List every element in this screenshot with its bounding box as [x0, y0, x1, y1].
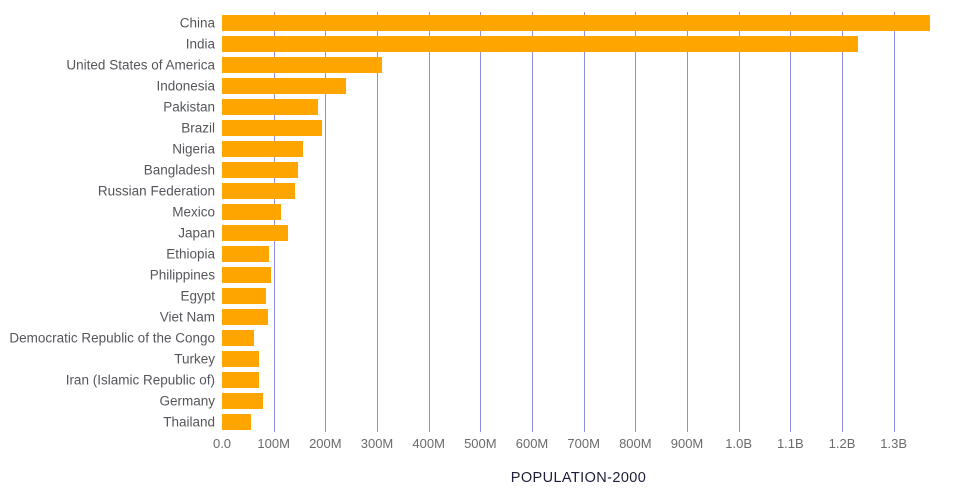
gridline: [790, 12, 792, 432]
gridline: [687, 12, 688, 432]
y-axis-label: United States of America: [66, 57, 215, 72]
y-axis-labels: China India United States of America Indone…: [0, 12, 222, 432]
gridline: [738, 12, 740, 432]
y-axis-label: Ethiopia: [166, 246, 215, 261]
bar-row: [222, 138, 935, 159]
gridline: [480, 12, 482, 432]
x-tick-label: 1.3B: [880, 436, 908, 451]
y-axis-label: Nigeria: [172, 141, 215, 156]
bar-row: [222, 327, 935, 348]
gridline: [273, 12, 275, 432]
bar: [222, 119, 322, 136]
gridline: [893, 12, 895, 432]
gridline: [325, 12, 327, 432]
x-tick-label: 300M: [360, 436, 394, 451]
y-axis-label: Iran (Islamic Republic of): [65, 372, 215, 387]
bar-row: [222, 75, 935, 96]
x-tick-label: 700M: [567, 436, 600, 451]
x-axis-title: POPULATION-2000: [510, 470, 647, 486]
bar-row: [222, 306, 935, 327]
bar-row: [222, 33, 935, 54]
bar: [222, 413, 251, 430]
bar-row: [222, 54, 935, 75]
x-axis: 0.0 100M 200M 300M 400M 500M 600M 700M 800M 900M 1…: [213, 436, 935, 454]
bar-row: [222, 201, 935, 222]
x-tick-label: 900M: [670, 436, 704, 451]
y-axis-label: Russian Federation: [97, 183, 215, 198]
bar-row: [222, 12, 935, 33]
bar: [222, 161, 298, 178]
gridline: [377, 12, 378, 432]
y-axis-label: Indonesia: [156, 78, 215, 93]
x-tick-label: 200M: [309, 436, 342, 451]
gridline: [842, 12, 843, 432]
x-tick-label: 400M: [412, 436, 445, 451]
bar: [222, 350, 259, 367]
x-tick-label: 500M: [464, 436, 497, 451]
bar: [222, 140, 303, 157]
y-axis-label: China: [179, 15, 215, 30]
bar-row: [222, 96, 935, 117]
gridline: [428, 12, 430, 432]
y-axis-label: Germany: [159, 393, 215, 408]
x-tick-label: 1.2B: [828, 436, 856, 451]
bars: [222, 12, 935, 432]
bar: [222, 77, 346, 94]
y-axis-label: Pakistan: [163, 99, 215, 114]
bar: [222, 98, 318, 115]
bar: [222, 35, 858, 52]
bar-row: [222, 390, 935, 411]
bar: [222, 224, 288, 241]
plot-area: [222, 12, 935, 432]
bar: [222, 329, 255, 346]
y-axis-label: Egypt: [180, 288, 215, 303]
x-tick-label: 800M: [619, 436, 652, 451]
bar: [222, 56, 383, 73]
bar: [222, 203, 281, 220]
x-tick-label: 100M: [257, 436, 290, 451]
gridline: [532, 12, 533, 432]
bar-row: [222, 243, 935, 264]
gridline: [583, 12, 585, 432]
bar-row: [222, 264, 935, 285]
y-axis-label: Viet Nam: [159, 309, 215, 324]
bar: [222, 371, 259, 388]
bar-row: [222, 159, 935, 180]
y-axis-label: Democratic Republic of the Congo: [9, 330, 215, 345]
bar: [222, 266, 272, 283]
gridline: [635, 12, 637, 432]
y-axis-label: Bangladesh: [143, 162, 215, 177]
bar: [222, 14, 930, 31]
x-tick-label: 0.0: [212, 436, 232, 451]
bar-row: [222, 411, 935, 432]
bar: [222, 182, 295, 199]
y-axis-label: India: [185, 36, 215, 51]
bar: [222, 392, 263, 409]
bar-row: [222, 285, 935, 306]
bar-row: [222, 180, 935, 201]
bar: [222, 245, 270, 262]
y-axis-label: Brazil: [181, 120, 215, 135]
y-axis-label: Mexico: [172, 204, 215, 219]
bar-row: [222, 117, 935, 138]
bar: [222, 308, 268, 325]
x-tick-label: 1.0B: [725, 436, 753, 451]
bar-row: [222, 369, 935, 390]
bar-row: [222, 348, 935, 369]
x-tick-label: 1.1B: [776, 436, 804, 451]
y-axis-label: Thailand: [163, 414, 215, 429]
x-tick-label: 600M: [515, 436, 549, 451]
bar-row: [222, 222, 935, 243]
y-axis-label: Turkey: [174, 351, 215, 366]
bar: [222, 287, 266, 304]
y-axis-label: Philippines: [149, 267, 215, 282]
y-axis-label: Japan: [178, 225, 215, 240]
gridlines: [222, 12, 935, 432]
